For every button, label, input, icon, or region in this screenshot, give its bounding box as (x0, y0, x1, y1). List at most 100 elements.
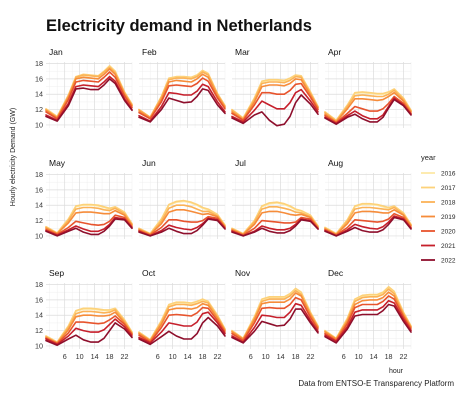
series-line-2019 (231, 210, 319, 236)
series-line-2021 (138, 311, 226, 344)
x-tick-label: 18 (385, 352, 393, 361)
y-tick-label: 12 (35, 105, 43, 114)
panel-title: Jun (142, 158, 156, 168)
series-line-2022 (138, 88, 226, 123)
y-tick-label: 12 (35, 326, 43, 335)
series-line-2020 (45, 71, 133, 120)
legend-label-2021: 2021 (441, 243, 456, 250)
panel-title: Dec (328, 268, 344, 278)
panel-nov: Nov 6 10 14 18 22 (231, 268, 319, 361)
series-line-2018 (138, 204, 226, 236)
legend-label-2016: 2016 (441, 170, 456, 177)
x-tick-label: 6 (249, 352, 253, 361)
series-line-2019 (138, 302, 226, 342)
series-line-2022 (324, 303, 412, 344)
series-line-2021 (231, 302, 319, 343)
legend-label-2020: 2020 (441, 228, 456, 235)
panel-oct: Oct 6 10 14 18 22 (138, 268, 226, 361)
y-tick-label: 14 (35, 201, 43, 210)
x-tick-label: 18 (292, 352, 300, 361)
x-tick-label: 10 (169, 352, 177, 361)
y-axis-label: Hourly electricity Demand (GW) (10, 108, 17, 206)
panel-title: Jul (235, 158, 246, 168)
x-axis-label: hour (389, 368, 404, 375)
x-tick-label: 10 (76, 352, 84, 361)
series-line-2018 (324, 89, 412, 122)
y-tick-label: 16 (35, 185, 43, 194)
series-line-2019 (138, 209, 226, 236)
x-tick-label: 10 (355, 352, 363, 361)
series-line-2017 (45, 307, 133, 343)
series-line-2022 (231, 219, 319, 237)
y-tick-label: 12 (35, 216, 43, 225)
series-line-2017 (231, 201, 319, 235)
series-line-2019 (324, 209, 412, 236)
x-tick-label: 14 (277, 352, 285, 361)
series-line-2020 (324, 212, 412, 236)
series-line-2020 (324, 95, 412, 124)
series-line-2021 (45, 75, 133, 122)
panel-title: Nov (235, 268, 251, 278)
series-line-2021 (324, 97, 412, 125)
panel-aug: Aug (324, 158, 412, 239)
chart-caption: Data from ENTSO-E Transparency Platform (298, 379, 454, 388)
y-tick-label: 16 (35, 295, 43, 304)
series-line-2019 (45, 311, 133, 344)
panel-title: Aug (328, 158, 343, 168)
series-line-2022 (324, 216, 412, 237)
series-line-2022 (138, 218, 226, 237)
series-line-2021 (45, 216, 133, 236)
panel-jul: Jul (231, 158, 319, 239)
legend-label-2019: 2019 (441, 214, 456, 221)
legend-label-2017: 2017 (441, 185, 456, 192)
series-line-2022 (45, 78, 133, 122)
series-line-2021 (138, 83, 226, 122)
series-line-2019 (231, 78, 319, 121)
panel-title: Jan (49, 47, 63, 57)
series-line-2022 (45, 322, 133, 346)
y-tick-label: 14 (35, 90, 43, 99)
x-tick-label: 22 (121, 352, 129, 361)
series-line-2018 (324, 206, 412, 236)
series-line-2018 (231, 75, 319, 120)
y-tick-label: 10 (35, 120, 43, 129)
y-tick-label: 10 (35, 341, 43, 350)
series-line-2021 (45, 318, 133, 346)
series-line-2018 (45, 309, 133, 344)
series-line-2020 (231, 216, 319, 236)
series-line-2022 (324, 98, 412, 125)
series-line-2018 (231, 206, 319, 236)
panel-feb: Feb (138, 47, 226, 128)
series-line-2020 (324, 295, 412, 342)
x-tick-label: 14 (184, 352, 192, 361)
panel-background (325, 173, 411, 239)
series-line-2020 (45, 315, 133, 345)
x-tick-label: 14 (370, 352, 378, 361)
x-tick-label: 14 (91, 352, 99, 361)
panel-title: Sep (49, 268, 64, 278)
series-line-2017 (324, 202, 412, 235)
x-tick-label: 18 (106, 352, 114, 361)
series-line-2021 (324, 215, 412, 237)
panel-title: Oct (142, 268, 156, 278)
panel-dec: Dec 6 10 14 18 22 (324, 268, 412, 361)
series-line-2022 (138, 316, 226, 346)
x-tick-label: 18 (199, 352, 207, 361)
chart-title: Electricity demand in Netherlands (46, 17, 312, 35)
x-tick-label: 22 (400, 352, 408, 361)
panel-title: Apr (328, 47, 341, 57)
series-line-2017 (45, 203, 133, 234)
y-tick-label: 18 (35, 59, 43, 68)
panel-jan: Jan 10 12 14 16 18 (35, 47, 133, 129)
panel-apr: Apr (324, 47, 412, 128)
y-tick-label: 18 (35, 280, 43, 289)
panel-jun: Jun (138, 158, 226, 239)
panel-mar: Mar (231, 47, 319, 128)
series-line-2021 (324, 299, 412, 343)
panel-sep: Sep 10 12 14 16 18 6 10 14 18 22 (35, 268, 133, 361)
legend: year 2016 2017 2018 2019 2020 2021 2022 (421, 153, 456, 264)
series-line-2020 (231, 296, 319, 342)
series-line-2020 (45, 214, 133, 236)
x-tick-label: 6 (342, 352, 346, 361)
series-line-2020 (138, 77, 226, 120)
